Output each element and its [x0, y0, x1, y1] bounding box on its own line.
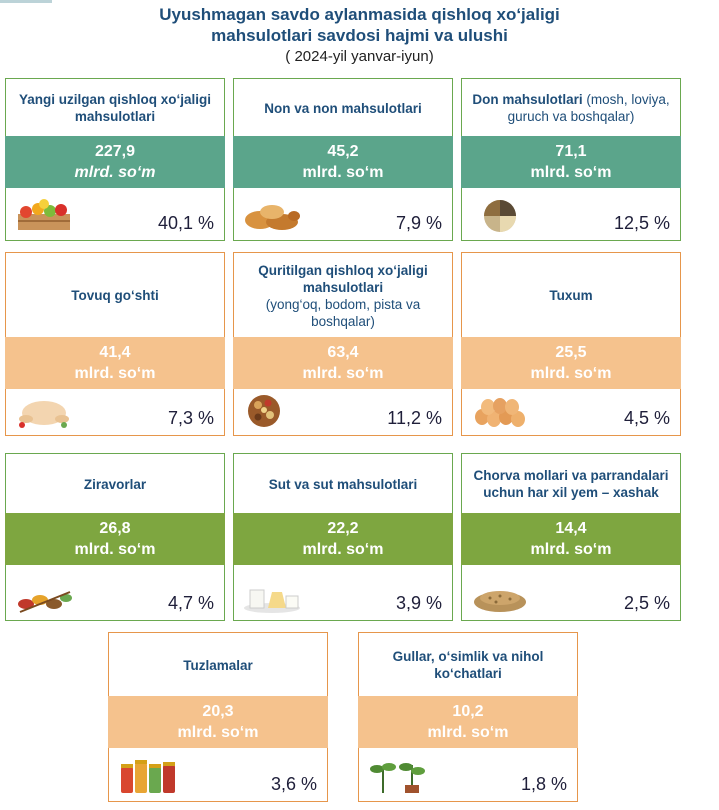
- card-bread: Non va non mahsulotlari 45,2 mlrd. so‘m …: [233, 78, 453, 241]
- value-unit: mlrd. so‘m: [302, 164, 384, 181]
- card-label: Non va non mahsulotlari: [264, 100, 422, 116]
- bread-icon: [245, 205, 300, 230]
- value-band: 63,4 mlrd. so‘m: [233, 337, 453, 389]
- percent-share: 4,7 %: [167, 593, 214, 613]
- fruit-crate-icon: [18, 199, 70, 230]
- value-amount: 71,1: [555, 143, 587, 160]
- dried-nuts-icon: [248, 395, 280, 427]
- card-animal-feed: Chorva mollari va parrandalari uchun har…: [461, 453, 681, 621]
- value-unit: mlrd. so‘m: [302, 365, 384, 382]
- page-header: Uyushmagan savdo aylanmasida qishloq xo‘…: [0, 4, 719, 67]
- value-amount: 45,2: [327, 143, 359, 160]
- card-pickles: Tuzlamalar 20,3 mlrd. so‘m 3,6 %: [108, 632, 328, 802]
- value-unit: mlrd. so‘m: [530, 365, 612, 382]
- card-label: Don mahsulotlari (mosh, loviya, guruch v…: [472, 92, 670, 124]
- card-dried-products: Quritilgan qishloq xo‘jaligi mahsulotlar…: [233, 252, 453, 436]
- page-subtitle: ( 2024-yil yanvar-iyun): [285, 48, 434, 65]
- value-unit: mlrd. so‘m: [74, 164, 156, 181]
- seedlings-icon: [370, 763, 425, 793]
- card-eggs: Tuxum 25,5 mlrd. so‘m 4,5 %: [461, 252, 681, 436]
- card-label: Tuxum: [549, 288, 593, 303]
- value-amount: 20,3: [202, 703, 234, 720]
- value-unit: mlrd. so‘m: [427, 724, 509, 741]
- value-amount: 227,9: [94, 143, 136, 160]
- card-label: Sut va sut mahsulotlari: [268, 476, 418, 492]
- percent-share: 4,5 %: [623, 408, 670, 428]
- value-unit: mlrd. so‘m: [530, 164, 612, 181]
- value-amount: 63,4: [327, 344, 359, 361]
- value-unit: mlrd. so‘m: [177, 724, 259, 741]
- card-label: Quritilgan qishloq xo‘jaligi mahsulotlar…: [258, 262, 428, 329]
- top-accent-bar: [0, 0, 52, 3]
- card-label: Yangi uzilgan qishloq xo‘jaligi mahsulot…: [18, 92, 212, 124]
- percent-share: 3,6 %: [270, 774, 317, 794]
- card-flowers-seedlings: Gullar, o‘simlik va nihol ko‘chatlari 10…: [358, 632, 578, 802]
- percent-share: 7,3 %: [167, 408, 214, 428]
- pickle-jars-icon: [121, 760, 175, 793]
- value-band: 22,2 mlrd. so‘m: [233, 513, 453, 565]
- value-amount: 10,2: [452, 703, 484, 720]
- value-unit: mlrd. so‘m: [74, 365, 156, 382]
- percent-share: 12,5 %: [613, 213, 670, 233]
- card-dairy: Sut va sut mahsulotlari 22,2 mlrd. so‘m …: [233, 453, 453, 621]
- value-amount: 26,8: [99, 520, 131, 537]
- percent-share: 40,1 %: [157, 213, 214, 233]
- value-amount: 41,4: [99, 344, 131, 361]
- page-title-line1: Uyushmagan savdo aylanmasida qishloq xo‘…: [159, 5, 560, 24]
- value-band: 41,4 mlrd. so‘m: [5, 337, 225, 389]
- value-unit: mlrd. so‘m: [74, 541, 156, 558]
- percent-share: 3,9 %: [395, 593, 442, 613]
- value-band: 25,5 mlrd. so‘m: [461, 337, 681, 389]
- grains-bowl-icon: [484, 200, 516, 232]
- value-band: 14,4 mlrd. so‘m: [461, 513, 681, 565]
- card-spices: Ziravorlar 26,8 mlrd. so‘m 4,7 %: [5, 453, 225, 621]
- chicken-icon: [19, 401, 69, 428]
- card-label: Tuzlamalar: [183, 657, 253, 673]
- percent-share: 2,5 %: [623, 593, 670, 613]
- value-band: 10,2 mlrd. so‘m: [358, 696, 578, 748]
- value-unit: mlrd. so‘m: [302, 541, 384, 558]
- value-band: 45,2 mlrd. so‘m: [233, 136, 453, 188]
- value-amount: 14,4: [555, 520, 587, 537]
- percent-share: 7,9 %: [395, 213, 442, 233]
- spices-icon: [18, 591, 72, 613]
- card-label: Ziravorlar: [83, 476, 147, 492]
- card-grains: Don mahsulotlari (mosh, loviya, guruch v…: [461, 78, 681, 241]
- feed-grain-icon: [474, 591, 526, 612]
- value-band: 20,3 mlrd. so‘m: [108, 696, 328, 748]
- page-title-line2: mahsulotlari savdosi hajmi va ulushi: [211, 26, 508, 45]
- value-band: 227,9 mlrd. so‘m: [5, 136, 225, 188]
- value-band: 26,8 mlrd. so‘m: [5, 513, 225, 565]
- value-amount: 22,2: [327, 520, 359, 537]
- card-label: Gullar, o‘simlik va nihol ko‘chatlari: [392, 649, 544, 681]
- value-unit: mlrd. so‘m: [530, 541, 612, 558]
- card-fresh-produce: Yangi uzilgan qishloq xo‘jaligi mahsulot…: [5, 78, 225, 241]
- percent-share: 1,8 %: [520, 774, 567, 794]
- value-band: 71,1 mlrd. so‘m: [461, 136, 681, 188]
- card-label: Tovuq go‘shti: [71, 288, 159, 303]
- eggs-icon: [475, 398, 525, 427]
- percent-share: 11,2 %: [387, 408, 442, 428]
- card-label: Chorva mollari va parrandalari uchun har…: [473, 468, 669, 500]
- dairy-icon: [244, 589, 300, 613]
- card-chicken: Tovuq go‘shti 41,4 mlrd. so‘m 7,3 %: [5, 252, 225, 436]
- value-amount: 25,5: [555, 344, 587, 361]
